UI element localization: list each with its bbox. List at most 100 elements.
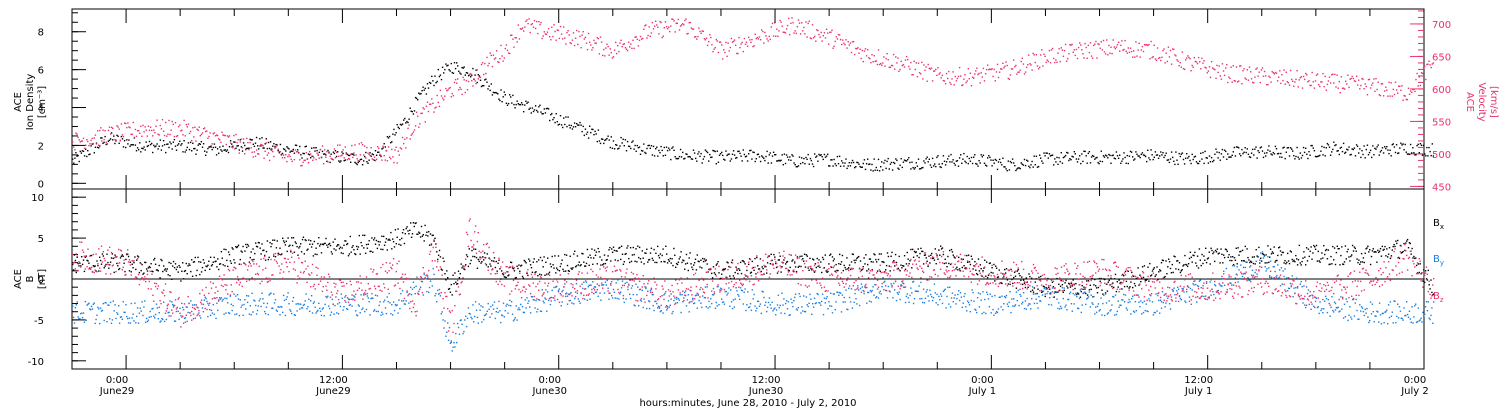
density-point xyxy=(1372,145,1374,147)
velocity-point xyxy=(1159,56,1161,59)
bx-point xyxy=(615,250,617,252)
bx-point xyxy=(1066,285,1068,287)
velocity-point xyxy=(878,63,881,66)
density-point xyxy=(1046,152,1048,154)
density-point xyxy=(384,146,386,148)
density-point xyxy=(1050,154,1053,157)
density-point xyxy=(957,165,960,167)
density-point xyxy=(578,124,580,126)
velocity-point xyxy=(974,73,976,75)
density-point xyxy=(566,125,568,128)
bx-point xyxy=(289,244,291,246)
velocity-point xyxy=(1054,61,1056,64)
velocity-tick-label: 700 xyxy=(1432,20,1451,31)
density-point xyxy=(1047,157,1049,159)
density-point xyxy=(790,159,792,161)
by-point xyxy=(586,299,589,301)
by-point xyxy=(185,306,187,308)
bx-point xyxy=(945,262,947,264)
bx-point xyxy=(510,261,512,263)
bx-point xyxy=(674,254,676,256)
density-point xyxy=(268,147,271,150)
velocity-point xyxy=(1122,49,1124,51)
velocity-point xyxy=(743,37,746,40)
by-point xyxy=(383,299,386,301)
bx-point xyxy=(200,271,203,273)
density-point xyxy=(1375,148,1377,150)
bx-point xyxy=(245,243,247,246)
by-point xyxy=(775,314,777,316)
bx-point xyxy=(401,237,403,240)
bx-point xyxy=(445,279,447,281)
bx-point xyxy=(1290,251,1292,253)
by-point xyxy=(769,304,771,306)
bx-point xyxy=(782,262,784,264)
density-tick-label: 4 xyxy=(38,104,44,115)
bx-point xyxy=(292,237,295,239)
bx-point xyxy=(346,242,349,245)
density-point xyxy=(1269,150,1271,152)
velocity-point xyxy=(980,72,982,74)
bx-point xyxy=(313,240,315,243)
velocity-point xyxy=(1220,78,1223,80)
velocity-point xyxy=(223,134,225,137)
bx-point xyxy=(720,277,722,280)
velocity-point xyxy=(622,43,624,46)
by-point xyxy=(127,317,129,320)
bx-point xyxy=(320,252,323,254)
density-point xyxy=(1137,155,1139,157)
density-point xyxy=(104,135,106,138)
by-point xyxy=(674,297,676,299)
velocity-point xyxy=(1216,64,1218,67)
bx-point xyxy=(1067,287,1069,289)
density-point xyxy=(714,150,716,153)
velocity-point xyxy=(1169,49,1172,52)
by-point xyxy=(285,298,287,300)
velocity-point xyxy=(1402,99,1404,101)
bx-point xyxy=(675,266,677,268)
by-point xyxy=(501,314,504,317)
density-point xyxy=(913,168,915,170)
bx-point xyxy=(339,246,342,248)
bx-point xyxy=(900,264,902,266)
bx-point xyxy=(1128,287,1130,289)
bx-point xyxy=(804,266,807,268)
by-point xyxy=(307,306,309,308)
by-point xyxy=(737,293,739,296)
density-point xyxy=(833,158,835,161)
velocity-point xyxy=(480,63,483,66)
by-point xyxy=(562,289,564,292)
velocity-point xyxy=(1268,75,1270,77)
bx-point xyxy=(487,266,489,268)
bx-point xyxy=(849,268,852,271)
velocity-point xyxy=(182,134,184,136)
bx-point xyxy=(306,249,308,251)
density-point xyxy=(521,103,524,106)
bx-point xyxy=(658,257,661,259)
density-point xyxy=(685,153,687,155)
bx-point xyxy=(178,264,180,267)
by-point xyxy=(439,295,442,297)
bx-point xyxy=(877,258,880,261)
by-point xyxy=(514,317,516,319)
bx-point xyxy=(1119,282,1121,284)
bx-point xyxy=(1016,270,1018,272)
bx-point xyxy=(1426,279,1429,281)
density-point xyxy=(94,146,97,148)
velocity-point xyxy=(992,75,994,78)
bx-point xyxy=(348,253,351,255)
by-point xyxy=(237,298,240,300)
density-point xyxy=(648,144,650,147)
bx-point xyxy=(1131,271,1133,274)
density-point xyxy=(216,148,219,150)
bx-point xyxy=(1166,273,1168,275)
bx-point xyxy=(182,278,185,280)
by-point xyxy=(287,292,289,294)
bx-point xyxy=(1025,277,1027,279)
velocity-point xyxy=(1318,84,1320,86)
velocity-point xyxy=(814,35,816,38)
density-point xyxy=(1250,152,1253,154)
by-point xyxy=(98,308,100,310)
density-point xyxy=(583,134,585,137)
density-point xyxy=(470,76,472,78)
